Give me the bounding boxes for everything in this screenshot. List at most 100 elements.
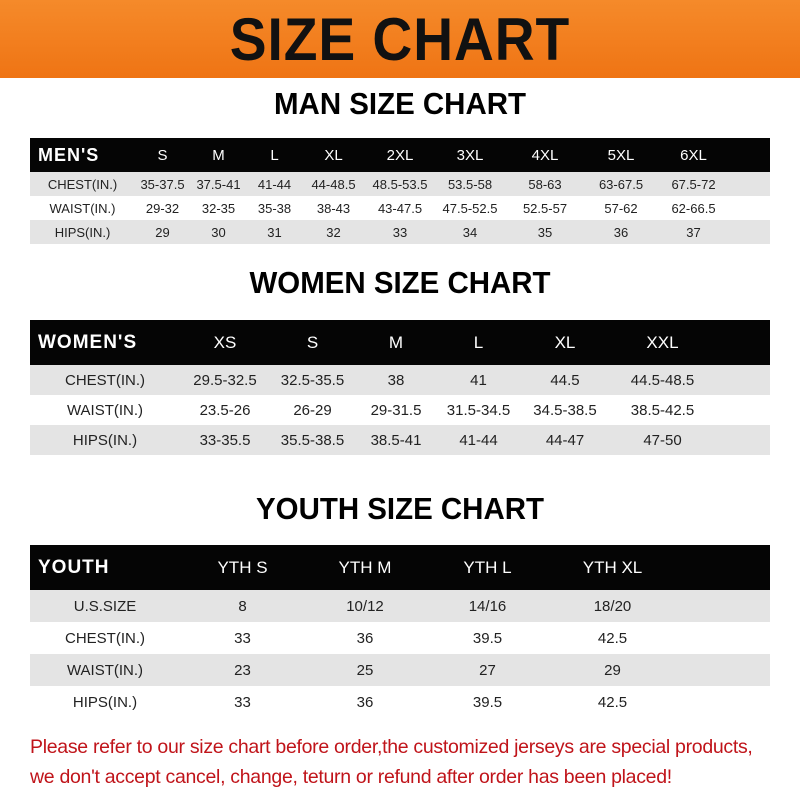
header-row: YOUTH YTH S YTH M YTH L YTH XL — [30, 545, 770, 590]
table-cell: 41-44 — [257, 176, 292, 192]
table-cell: 48.5-53.5 — [372, 176, 428, 192]
table-cell: 53.5-58 — [447, 176, 493, 192]
table-cell: 31.5-34.5 — [446, 401, 511, 419]
row-label: U.S.SIZE — [73, 597, 137, 615]
table-cell: 37.5-41 — [196, 176, 241, 192]
table-cell: 39.5 — [472, 693, 503, 711]
row-label: CHEST(IN.) — [65, 629, 145, 647]
youth-size-table: YOUTH YTH S YTH M YTH L YTH XL U.S.SIZE 8 10/12… — [30, 545, 770, 718]
table-cell: 44.5 — [550, 371, 580, 389]
table-cell: 32 — [326, 224, 341, 240]
table-cell: 47-50 — [643, 431, 682, 449]
women-section-title: WOMEN SIZE CHART — [249, 265, 551, 300]
size-header: YTH S — [217, 557, 268, 577]
table-cell: 10/12 — [346, 597, 384, 615]
women-size-table: WOMEN'S XS S M L XL XXL CHEST(IN.) 29.5-32.5 32.5… — [30, 320, 770, 455]
table-row: WAIST(IN.) 23 25 27 29 — [30, 654, 770, 686]
page-title: SIZE CHART — [229, 5, 571, 73]
row-label: HIPS(IN.) — [54, 224, 111, 240]
row-label: MEN'S — [38, 144, 100, 165]
table-cell: 30 — [211, 224, 226, 240]
table-cell: 44-48.5 — [311, 176, 356, 192]
size-header: XS — [213, 332, 237, 352]
row-label: HIPS(IN.) — [72, 693, 138, 711]
table-row: HIPS(IN.) 33-35.5 35.5-38.5 38.5-41 41-44 44-… — [30, 425, 770, 455]
table-cell: 58-63 — [528, 176, 562, 192]
row-label: WAIST(IN.) — [66, 661, 144, 679]
table-cell: 62-66.5 — [671, 200, 716, 216]
table-cell: 37 — [686, 224, 701, 240]
size-header: YTH M — [338, 557, 392, 577]
table-cell: 43-47.5 — [377, 200, 423, 216]
size-header: 5XL — [607, 146, 635, 164]
table-row: CHEST(IN.) 35-37.5 37.5-41 41-44 44-48.5 48.5… — [30, 172, 770, 196]
table-cell: 33 — [234, 693, 251, 711]
table-cell: 67.5-72 — [671, 176, 716, 192]
table-cell: 33 — [392, 224, 408, 240]
title-banner: SIZE CHART — [0, 0, 800, 78]
table-row: CHEST(IN.) 29.5-32.5 32.5-35.5 38 41 44.5 44.5… — [30, 365, 770, 395]
table-cell: 41 — [470, 371, 487, 389]
table-cell: 35 — [537, 224, 553, 240]
row-label: WOMEN'S — [38, 331, 138, 353]
table-cell: 42.5 — [597, 629, 628, 647]
table-cell: 41-44 — [459, 431, 498, 449]
size-header: 2XL — [386, 146, 414, 164]
table-cell: 29-32 — [145, 200, 180, 216]
table-cell: 42.5 — [597, 693, 628, 711]
youth-section-title: YOUTH SIZE CHART — [256, 491, 544, 526]
table-cell: 33 — [234, 629, 251, 647]
row-label: WAIST(IN.) — [66, 401, 144, 419]
row-label: CHEST(IN.) — [47, 176, 118, 192]
table-cell: 57-62 — [604, 200, 638, 216]
size-header: YTH XL — [582, 557, 643, 577]
table-cell: 29 — [155, 224, 170, 240]
table-cell: 33-35.5 — [199, 431, 251, 449]
table-cell: 39.5 — [472, 629, 503, 647]
table-row: WAIST(IN.) 23.5-26 26-29 29-31.5 31.5-34.5 34… — [30, 395, 770, 425]
size-header: YTH L — [463, 557, 512, 577]
size-header: L — [270, 146, 279, 164]
men-size-table: MEN'S S M L XL 2XL 3XL 4XL 5XL 6XL CHEST(IN.) 35-37… — [30, 138, 770, 244]
table-cell: 36 — [356, 693, 374, 711]
size-header: XXL — [646, 332, 679, 352]
row-label: HIPS(IN.) — [72, 431, 138, 449]
table-cell: 35-38 — [257, 200, 292, 216]
table-cell: 35.5-38.5 — [280, 431, 345, 449]
size-header: S — [157, 146, 168, 164]
table-cell: 29.5-32.5 — [193, 371, 257, 389]
row-label: CHEST(IN.) — [65, 371, 145, 389]
table-cell: 23 — [234, 661, 251, 679]
table-cell: 23.5-26 — [199, 401, 251, 419]
size-header: 4XL — [531, 146, 559, 164]
table-cell: 29-31.5 — [370, 401, 422, 419]
size-header: L — [473, 332, 484, 352]
table-cell: 29 — [604, 661, 621, 679]
notice-line-1: Please refer to our size chart before or… — [30, 736, 753, 758]
table-cell: 25 — [356, 661, 374, 679]
header-row: MEN'S S M L XL 2XL 3XL 4XL 5XL 6XL — [30, 138, 770, 172]
table-cell: 18/20 — [593, 597, 632, 615]
table-cell: 38 — [387, 371, 405, 389]
table-row: HIPS(IN.) 29 30 31 32 33 34 35 36 37 — [30, 220, 770, 244]
notice-line-2: we don't accept cancel, change, teturn o… — [30, 766, 672, 788]
size-header: XL — [324, 146, 343, 164]
table-cell: 31 — [267, 224, 282, 240]
table-cell: 44-47 — [545, 431, 585, 449]
table-cell: 52.5-57 — [522, 200, 568, 216]
table-cell: 47.5-52.5 — [442, 200, 498, 216]
table-cell: 36 — [356, 629, 374, 647]
size-header: M — [388, 332, 404, 352]
table-cell: 36 — [613, 224, 629, 240]
table-cell: 63-67.5 — [598, 176, 644, 192]
table-cell: 8 — [238, 597, 247, 615]
size-header: M — [212, 146, 225, 164]
men-section-title: MAN SIZE CHART — [274, 86, 526, 121]
table-row: WAIST(IN.) 29-32 32-35 35-38 38-43 43-47.5 47.… — [30, 196, 770, 220]
table-cell: 44.5-48.5 — [630, 371, 695, 389]
table-cell: 38.5-41 — [370, 431, 422, 449]
table-cell: 34 — [462, 224, 478, 240]
size-header: S — [306, 332, 319, 352]
table-cell: 27 — [479, 661, 496, 679]
table-row: U.S.SIZE 8 10/12 14/16 18/20 — [30, 590, 770, 622]
